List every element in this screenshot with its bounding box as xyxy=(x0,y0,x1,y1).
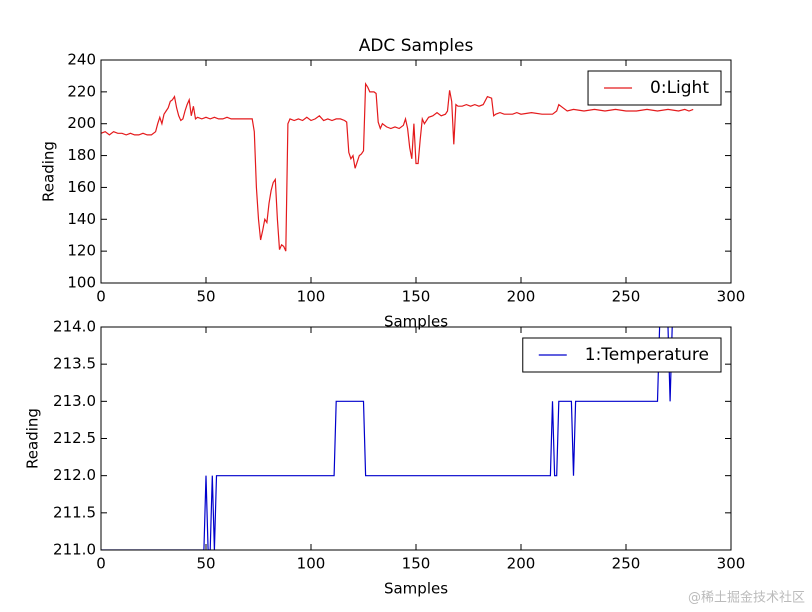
legend-text: 1:Temperature xyxy=(585,345,709,365)
y-tick-label: 240 xyxy=(67,51,96,69)
watermark: @稀土掘金技术社区 xyxy=(688,590,805,606)
x-tick-label: 50 xyxy=(196,555,215,573)
y-tick-label: 100 xyxy=(67,274,96,292)
x-tick-label: 300 xyxy=(717,288,746,306)
y-tick-label: 213.5 xyxy=(53,355,96,373)
x-tick-label: 200 xyxy=(507,288,536,306)
x-tick-label: 50 xyxy=(196,288,215,306)
y-tick-label: 214.0 xyxy=(53,318,96,336)
legend: 0:Light xyxy=(587,70,722,106)
chart-title: ADC Samples xyxy=(359,36,474,56)
x-axis-label: Samples xyxy=(384,313,448,331)
legend-text: 0:Light xyxy=(650,78,709,98)
x-tick-label: 100 xyxy=(297,288,326,306)
x-axis-label: Samples xyxy=(384,580,448,598)
x-tick-label: 0 xyxy=(96,288,106,306)
y-tick-label: 211.5 xyxy=(53,503,96,521)
y-axis-label: Reading xyxy=(24,408,42,469)
axes-frame xyxy=(100,59,732,284)
axes-frame xyxy=(100,326,732,551)
y-tick-label: 220 xyxy=(67,82,96,100)
x-tick-label: 250 xyxy=(612,288,641,306)
x-tick-label: 200 xyxy=(507,555,536,573)
data-line xyxy=(101,327,673,550)
x-tick-label: 150 xyxy=(402,555,431,573)
y-tick-label: 212.5 xyxy=(53,429,96,447)
x-tick-label: 150 xyxy=(402,288,431,306)
y-axis-label: Reading xyxy=(40,141,58,202)
y-tick-label: 140 xyxy=(67,210,96,228)
x-tick-label: 0 xyxy=(96,555,106,573)
y-tick-label: 212.0 xyxy=(53,466,96,484)
y-tick-label: 200 xyxy=(67,114,96,132)
y-tick-label: 120 xyxy=(67,242,96,260)
y-tick-label: 180 xyxy=(67,146,96,164)
legend: 1:Temperature xyxy=(522,337,722,373)
y-tick-label: 211.0 xyxy=(53,541,96,559)
x-tick-label: 300 xyxy=(717,555,746,573)
data-line xyxy=(101,81,694,252)
y-tick-label: 213.0 xyxy=(53,392,96,410)
y-tick-label: 160 xyxy=(67,178,96,196)
x-tick-label: 100 xyxy=(297,555,326,573)
x-tick-label: 250 xyxy=(612,555,641,573)
